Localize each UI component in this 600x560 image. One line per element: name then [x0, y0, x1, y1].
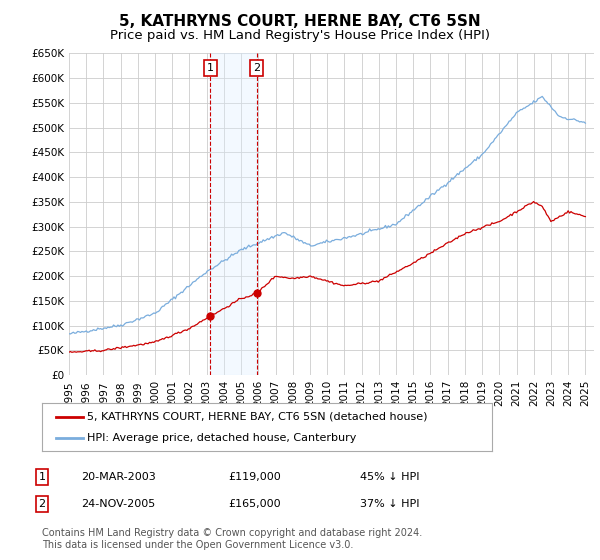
Text: 2: 2: [253, 63, 260, 73]
Text: 2: 2: [38, 499, 46, 509]
Text: 20-MAR-2003: 20-MAR-2003: [81, 472, 156, 482]
Text: 5, KATHRYNS COURT, HERNE BAY, CT6 5SN: 5, KATHRYNS COURT, HERNE BAY, CT6 5SN: [119, 14, 481, 29]
Text: 5, KATHRYNS COURT, HERNE BAY, CT6 5SN (detached house): 5, KATHRYNS COURT, HERNE BAY, CT6 5SN (d…: [87, 412, 427, 422]
Text: Contains HM Land Registry data © Crown copyright and database right 2024.
This d: Contains HM Land Registry data © Crown c…: [42, 528, 422, 550]
Text: 45% ↓ HPI: 45% ↓ HPI: [360, 472, 419, 482]
Text: £165,000: £165,000: [228, 499, 281, 509]
Text: £119,000: £119,000: [228, 472, 281, 482]
Text: Price paid vs. HM Land Registry's House Price Index (HPI): Price paid vs. HM Land Registry's House …: [110, 29, 490, 42]
Text: HPI: Average price, detached house, Canterbury: HPI: Average price, detached house, Cant…: [87, 433, 356, 443]
Text: 37% ↓ HPI: 37% ↓ HPI: [360, 499, 419, 509]
Text: 1: 1: [207, 63, 214, 73]
Text: 1: 1: [38, 472, 46, 482]
Bar: [211, 53, 257, 375]
Text: 24-NOV-2005: 24-NOV-2005: [81, 499, 155, 509]
